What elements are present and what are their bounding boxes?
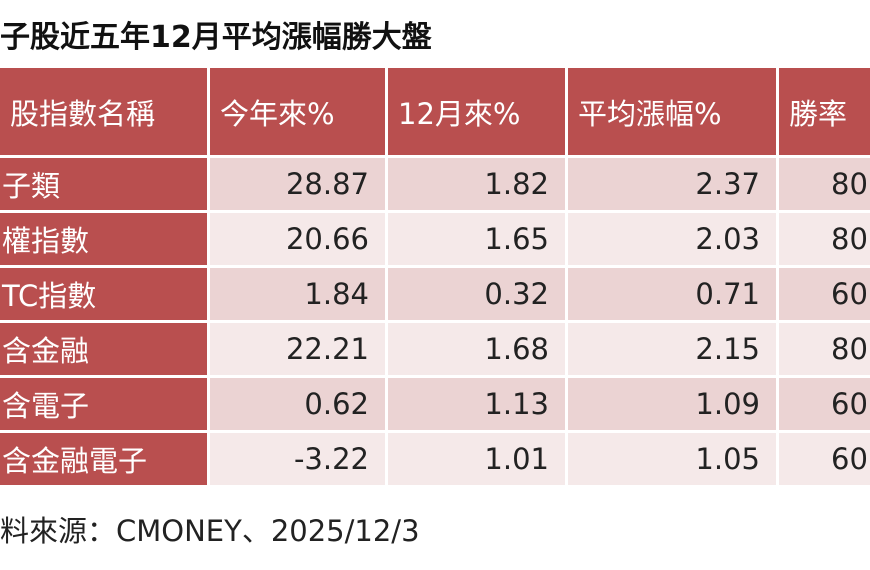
- value-cell: 1.82: [388, 158, 565, 210]
- row-label: 含金融電子: [0, 433, 207, 485]
- value-cell: 28.87: [210, 158, 385, 210]
- value-cell: 0.71: [568, 268, 776, 320]
- source-note: 料來源：CMONEY、2025/12/3: [0, 514, 420, 548]
- row-label: 權指數: [0, 213, 207, 265]
- value-cell: 22.21: [210, 323, 385, 375]
- title: 子股近五年12月平均漲幅勝大盤: [0, 20, 432, 55]
- value-cell: 60: [779, 433, 870, 485]
- row-label: 含金融: [0, 323, 207, 375]
- value-cell: 20.66: [210, 213, 385, 265]
- value-cell: 1.05: [568, 433, 776, 485]
- value-cell: 2.15: [568, 323, 776, 375]
- value-cell: 1.13: [388, 378, 565, 430]
- value-cell: 1.01: [388, 433, 565, 485]
- value-cell: 1.65: [388, 213, 565, 265]
- value-cell: -3.22: [210, 433, 385, 485]
- row-label: 子類: [0, 158, 207, 210]
- header-cell: 12月來%: [388, 68, 565, 155]
- header-cell: 平均漲幅%: [568, 68, 776, 155]
- row-label: TC指數: [0, 268, 207, 320]
- value-cell: 80: [779, 213, 870, 265]
- header-cell: 勝率: [779, 68, 870, 155]
- value-cell: 80: [779, 158, 870, 210]
- row-label: 含電子: [0, 378, 207, 430]
- header-cell: 股指數名稱: [0, 68, 207, 155]
- value-cell: 0.32: [388, 268, 565, 320]
- value-cell: 1.84: [210, 268, 385, 320]
- value-cell: 0.62: [210, 378, 385, 430]
- value-cell: 60: [779, 268, 870, 320]
- value-cell: 1.68: [388, 323, 565, 375]
- value-cell: 2.03: [568, 213, 776, 265]
- value-cell: 1.09: [568, 378, 776, 430]
- header-cell: 今年來%: [210, 68, 385, 155]
- value-cell: 60: [779, 378, 870, 430]
- value-cell: 2.37: [568, 158, 776, 210]
- value-cell: 80: [779, 323, 870, 375]
